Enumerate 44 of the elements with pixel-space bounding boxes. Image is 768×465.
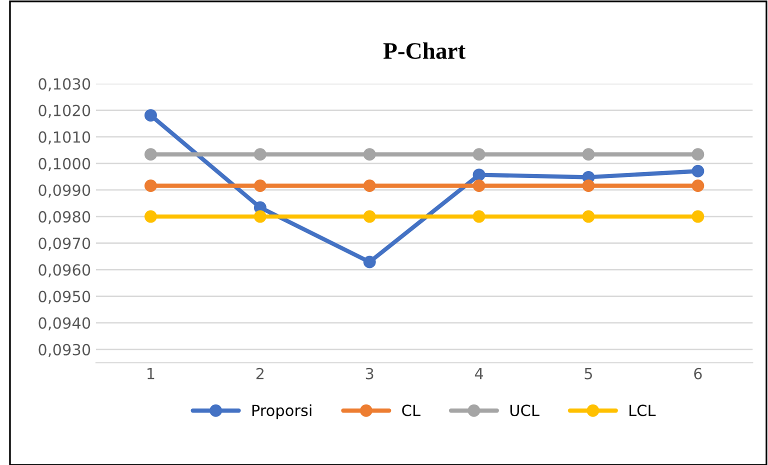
x-tick-label: 5 [584,368,592,380]
point [363,256,376,268]
x-tick-label: 3 [366,368,374,380]
point [472,210,486,223]
point [472,179,486,192]
point [472,148,486,161]
x-tick-label: 4 [474,368,484,380]
legend-label: UCL [510,404,540,416]
y-tick-label: 0,1030 [38,78,90,92]
point [582,210,595,223]
chart-title: P-Chart [383,42,466,59]
point [692,164,704,178]
y-tick-label: 0,1020 [38,104,90,118]
point [582,179,595,192]
point [692,148,704,161]
point [582,148,595,161]
y-tick-label: 0,0990 [38,184,90,198]
x-tick-label: 2 [256,368,264,380]
y-tick-label: 0,1000 [38,158,90,171]
point [472,168,486,182]
point [692,210,704,223]
legend-label: CL [402,404,420,416]
point [144,148,157,161]
point [254,210,266,223]
point [144,210,157,223]
legend-label: Proporsi [252,404,312,420]
point [144,109,157,122]
point [254,148,266,161]
point [363,210,376,223]
legend-label: LCL [630,404,656,416]
y-tick-label: 0,1010 [38,131,90,144]
x-tick-label: 1 [148,368,154,380]
point [254,179,266,192]
y-tick-label: 0,0980 [38,211,90,224]
y-tick-label: 0,0960 [38,264,90,278]
point [144,179,157,192]
x-tick-label: 6 [694,368,702,380]
y-tick-label: 0,0950 [38,290,90,304]
point [363,179,376,192]
y-tick-label: 0,0970 [38,238,90,251]
y-tick-label: 0,0940 [38,317,90,330]
point [692,179,704,192]
point [363,148,376,161]
y-tick-label: 0,0930 [38,344,90,357]
